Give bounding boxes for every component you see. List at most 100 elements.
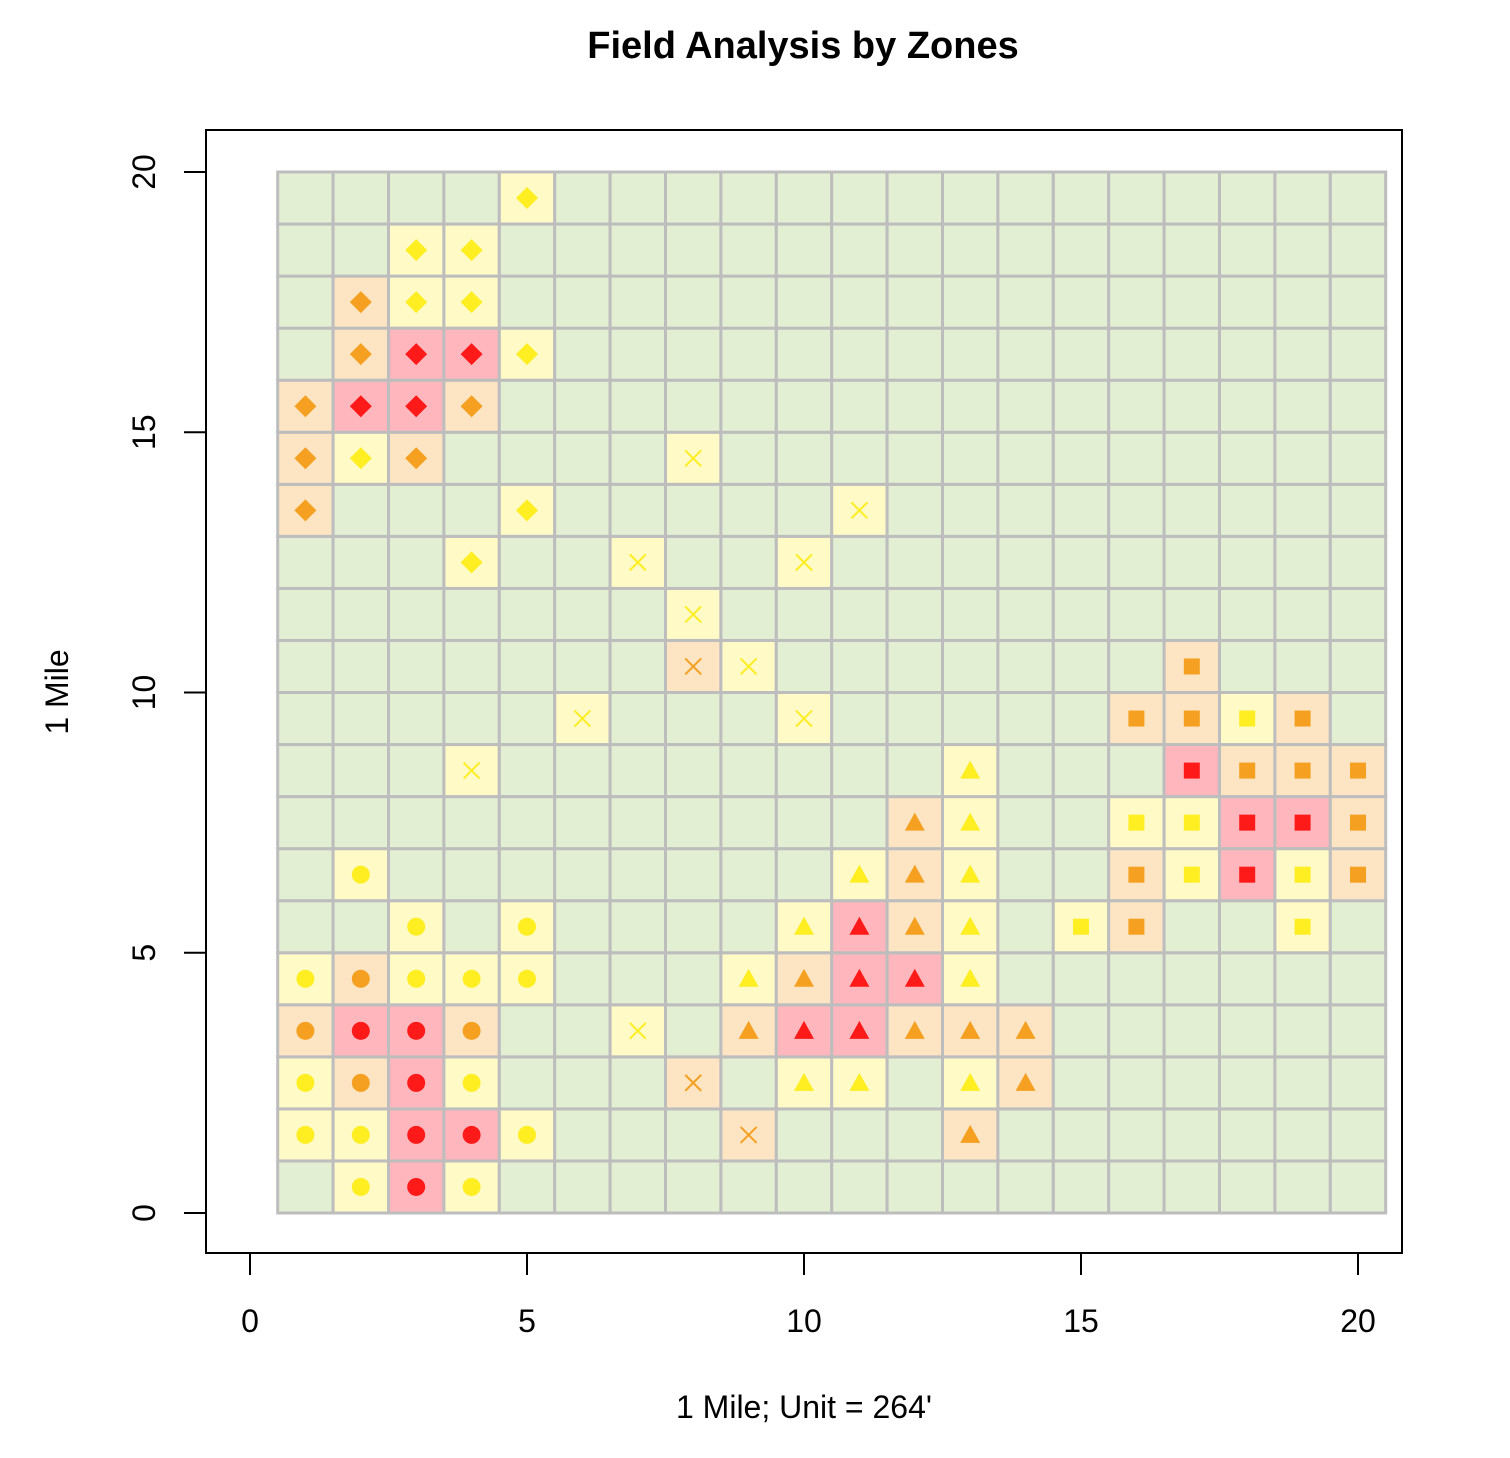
grid-cell — [1162, 951, 1221, 1007]
grid-cell — [553, 795, 612, 851]
marker-circle-yellow — [518, 969, 536, 988]
y-tick-label: 10 — [126, 675, 162, 711]
marker-circle-red — [407, 1125, 426, 1144]
grid-cell — [1162, 222, 1221, 278]
grid-cell — [774, 795, 834, 851]
grid-cell — [1051, 222, 1111, 278]
grid-cell — [497, 1159, 557, 1215]
marker-circle-yellow — [351, 1177, 370, 1196]
grid-cell — [1218, 1003, 1277, 1059]
grid-cell — [387, 482, 446, 538]
grid-cell — [1107, 743, 1166, 799]
grid-cell — [774, 326, 834, 382]
grid-cell — [996, 743, 1055, 799]
grid-cell — [885, 586, 944, 642]
marker-square-red — [1239, 866, 1256, 883]
grid-cell — [387, 795, 446, 851]
grid-cell — [1218, 1055, 1277, 1111]
grid-cell — [996, 1107, 1055, 1163]
grid-cell — [442, 170, 501, 226]
marker-triangle-yellow — [960, 1072, 981, 1091]
marker-square-red — [1183, 762, 1200, 779]
marker-triangle-red — [849, 916, 870, 935]
grid-cell — [830, 274, 889, 330]
grid-cell — [664, 170, 723, 226]
marker-diamond-yellow — [405, 239, 428, 262]
marker-triangle-red — [849, 968, 870, 987]
grid-cell — [774, 586, 834, 642]
grid-cell — [719, 743, 778, 799]
grid-cell — [830, 326, 889, 382]
marker-circle-yellow — [407, 969, 426, 988]
marker-diamond-yellow — [460, 239, 483, 262]
marker-cross-yellow — [573, 709, 592, 728]
grid-cell — [276, 795, 335, 851]
grid-cell — [331, 899, 391, 955]
grid-cell — [774, 1107, 834, 1163]
grid-cell — [553, 1107, 612, 1163]
grid-cell — [1162, 1003, 1221, 1059]
grid-cell — [996, 638, 1055, 695]
grid-cell — [387, 638, 446, 695]
grid-cell — [719, 222, 778, 278]
grid-cell — [553, 222, 612, 278]
marker-triangle-red — [794, 1020, 814, 1039]
grid-cell — [830, 1107, 889, 1163]
grid-cell — [1328, 1107, 1388, 1163]
grid-cell — [830, 222, 889, 278]
marker-circle-yellow — [518, 917, 536, 936]
grid-cell — [774, 378, 834, 434]
y-axis: 0 5 10 15 20 — [126, 154, 207, 1222]
marker-triangle-orange — [738, 1020, 759, 1039]
grid-cell — [996, 534, 1055, 590]
grid-cell — [497, 222, 557, 278]
grid-cell — [553, 1003, 612, 1059]
grid-cell — [1328, 586, 1388, 642]
grid-cell — [331, 534, 391, 590]
marker-circle-orange — [351, 969, 370, 988]
grid-cell — [608, 638, 667, 695]
grid-cell — [885, 1107, 944, 1163]
markers-layer — [294, 187, 1366, 1196]
grid-cell — [1273, 482, 1332, 538]
grid-cell — [276, 691, 335, 747]
grid-cell — [1218, 222, 1277, 278]
grid-cell — [664, 222, 723, 278]
grid-cell — [1328, 170, 1388, 226]
grid-cell — [1218, 170, 1277, 226]
marker-square-yellow — [1183, 866, 1200, 883]
marker-cross-yellow — [850, 501, 869, 520]
marker-diamond-orange — [405, 447, 428, 470]
grid-cell — [331, 691, 391, 747]
grid-cell — [1273, 430, 1332, 486]
grid-cell — [608, 899, 667, 955]
grid-cell — [553, 1159, 612, 1215]
grid-cell — [1218, 951, 1277, 1007]
grid-cell — [1107, 951, 1166, 1007]
grid-cell — [941, 638, 1000, 695]
grid-cell — [1162, 170, 1221, 226]
grid-cell — [1107, 430, 1166, 486]
grid-cell — [1273, 951, 1332, 1007]
grid-cell — [1051, 274, 1111, 330]
grid-cell — [553, 743, 612, 799]
grid-cell — [608, 378, 667, 434]
grid-cell — [885, 534, 944, 590]
grid-cell — [497, 1055, 557, 1111]
grid-cell — [941, 1159, 1000, 1215]
grid-cell — [553, 326, 612, 382]
grid-cell — [608, 795, 667, 851]
marker-square-red — [1239, 814, 1256, 831]
grid-cell — [442, 482, 501, 538]
y-axis-label: 1 Mile — [39, 649, 75, 734]
grid-cell — [1162, 899, 1221, 955]
grid-cell — [553, 638, 612, 695]
grid-cell — [276, 899, 335, 955]
grid-cell — [1328, 222, 1388, 278]
grid-cell — [1051, 482, 1111, 538]
marker-triangle-yellow — [738, 968, 759, 987]
grid-cell — [885, 1159, 944, 1215]
grid-cell — [1328, 1003, 1388, 1059]
grid-cell — [885, 691, 944, 747]
marker-diamond-yellow — [516, 343, 538, 366]
